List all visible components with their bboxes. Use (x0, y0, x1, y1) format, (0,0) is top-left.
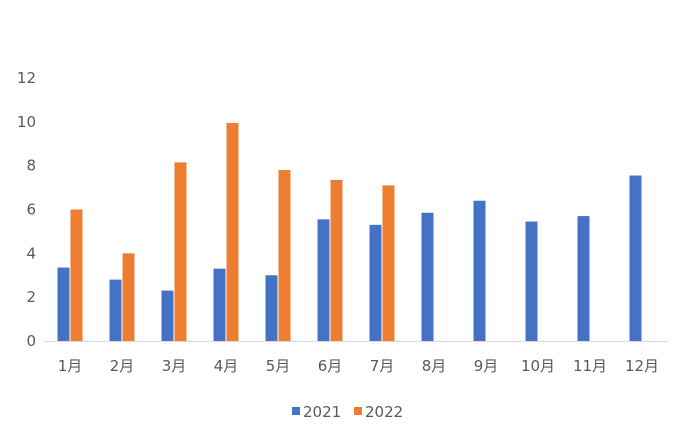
bar-2022-4 (226, 122, 239, 341)
x-tick-label: 5月 (266, 357, 291, 375)
legend-swatch-2022 (354, 407, 362, 415)
bar-2021-6 (317, 219, 330, 341)
bar-2021-10 (525, 221, 538, 341)
bar-2021-3 (161, 290, 174, 341)
bar-2021-5 (265, 275, 278, 341)
legend: 2021 2022 (292, 403, 403, 421)
bar-2021-11 (577, 216, 590, 341)
y-tick-label: 2 (26, 288, 36, 306)
x-tick-label: 2月 (110, 357, 135, 375)
x-tick-label: 8月 (422, 357, 447, 375)
bar-2022-1 (70, 209, 83, 341)
bar-2021-9 (473, 200, 486, 341)
bar-2022-2 (122, 253, 135, 341)
bar-2022-5 (278, 170, 291, 341)
bars (57, 122, 642, 341)
x-tick-label: 10月 (521, 357, 555, 375)
bar-2021-1 (57, 267, 70, 341)
x-tick-label: 1月 (58, 357, 83, 375)
y-tick-label: 8 (26, 157, 36, 175)
bar-2021-7 (369, 224, 382, 341)
y-tick-label: 10 (17, 113, 36, 131)
x-tick-label: 4月 (214, 357, 239, 375)
y-tick-label: 6 (26, 201, 36, 219)
bar-2021-4 (213, 268, 226, 341)
x-tick-label: 9月 (474, 357, 499, 375)
bar-2021-12 (629, 175, 642, 341)
bar-2021-8 (421, 212, 434, 341)
bar-2022-6 (330, 179, 343, 341)
y-tick-label: 0 (26, 332, 36, 350)
legend-swatch-2021 (292, 407, 300, 415)
x-tick-label: 6月 (318, 357, 343, 375)
x-tick-label: 11月 (573, 357, 607, 375)
x-tick-label: 7月 (370, 357, 395, 375)
bar-2022-7 (382, 185, 395, 341)
y-tick-label: 12 (17, 69, 36, 87)
x-axis: 1月 2月 3月 4月 5月 6月 7月 8月 9月 10月 11月 12月 (58, 357, 659, 375)
y-tick-label: 4 (26, 244, 36, 262)
legend-label-2021: 2021 (303, 403, 341, 421)
legend-label-2022: 2022 (365, 403, 403, 421)
bar-2021-2 (109, 279, 122, 341)
x-tick-label: 12月 (625, 357, 659, 375)
y-axis: 0 2 4 6 8 10 12 (17, 69, 36, 350)
x-tick-label: 3月 (162, 357, 187, 375)
bar-2022-3 (174, 162, 187, 341)
